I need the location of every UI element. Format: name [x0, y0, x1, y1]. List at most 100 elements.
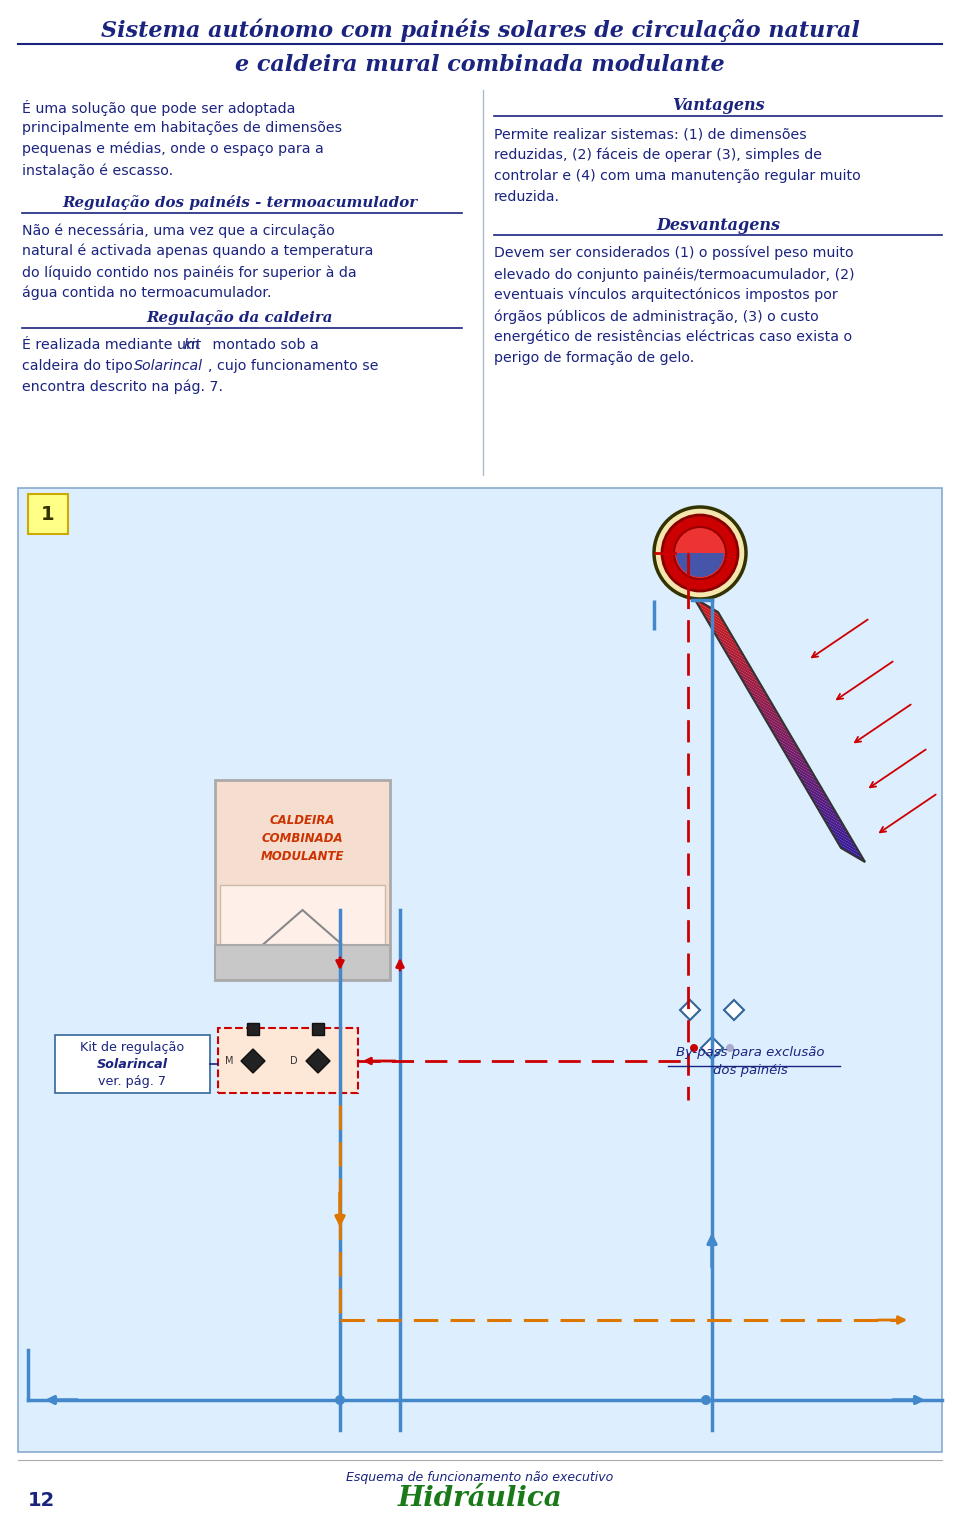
Circle shape: [726, 1044, 734, 1053]
Circle shape: [335, 1394, 345, 1405]
Text: , cujo funcionamento se: , cujo funcionamento se: [208, 358, 378, 374]
FancyBboxPatch shape: [215, 945, 390, 980]
Text: controlar e (4) com uma manutenção regular muito: controlar e (4) com uma manutenção regul…: [494, 169, 861, 182]
Text: Regulação dos painéis - termoacumulador: Regulação dos painéis - termoacumulador: [62, 194, 418, 210]
Text: M: M: [225, 1056, 233, 1066]
Text: Hidráulica: Hidráulica: [397, 1484, 563, 1511]
Polygon shape: [704, 615, 731, 633]
Polygon shape: [723, 649, 750, 667]
Polygon shape: [767, 723, 794, 741]
Polygon shape: [713, 632, 740, 650]
Text: D: D: [290, 1056, 298, 1066]
Text: órgãos públicos de administração, (3) o custo: órgãos públicos de administração, (3) o …: [494, 308, 819, 324]
Text: Sistema autónomo com painéis solares de circulação natural: Sistema autónomo com painéis solares de …: [101, 18, 859, 41]
Text: By-pass para exclusão
dos painéis: By-pass para exclusão dos painéis: [676, 1047, 825, 1077]
FancyBboxPatch shape: [218, 1028, 358, 1094]
Polygon shape: [802, 781, 828, 799]
Polygon shape: [833, 835, 860, 854]
Polygon shape: [828, 826, 855, 846]
Text: ver. pág. 7: ver. pág. 7: [99, 1075, 166, 1089]
Polygon shape: [731, 661, 757, 679]
Polygon shape: [680, 1000, 700, 1019]
Polygon shape: [806, 790, 833, 808]
Polygon shape: [789, 761, 816, 779]
Text: água contida no termoacumulador.: água contida no termoacumulador.: [22, 286, 272, 301]
Text: caldeira do tipo: caldeira do tipo: [22, 358, 137, 374]
Text: Permite realizar sistemas: (1) de dimensões: Permite realizar sistemas: (1) de dimens…: [494, 128, 806, 141]
Polygon shape: [711, 627, 737, 646]
Polygon shape: [778, 740, 804, 758]
FancyBboxPatch shape: [28, 494, 68, 535]
Polygon shape: [733, 665, 759, 684]
Polygon shape: [787, 756, 814, 775]
Polygon shape: [775, 735, 802, 753]
FancyBboxPatch shape: [247, 1022, 259, 1034]
Text: É realizada mediante um: É realizada mediante um: [22, 339, 204, 352]
Text: pequenas e médias, onde o espaço para a: pequenas e médias, onde o espaço para a: [22, 141, 324, 156]
FancyBboxPatch shape: [215, 779, 390, 980]
Polygon shape: [707, 618, 732, 636]
Text: CALDEIRA
COMBINADA
MODULANTE: CALDEIRA COMBINADA MODULANTE: [261, 814, 345, 863]
Polygon shape: [716, 635, 743, 653]
Polygon shape: [306, 1050, 330, 1072]
Polygon shape: [760, 711, 786, 729]
Polygon shape: [794, 769, 821, 787]
Text: Esquema de funcionamento não executivo: Esquema de funcionamento não executivo: [347, 1472, 613, 1484]
Polygon shape: [784, 752, 811, 770]
Polygon shape: [836, 840, 863, 858]
Text: natural é activada apenas quando a temperatura: natural é activada apenas quando a tempe…: [22, 245, 373, 258]
Circle shape: [701, 1394, 711, 1405]
Polygon shape: [699, 606, 726, 624]
Text: Solarincal: Solarincal: [134, 358, 203, 374]
Polygon shape: [721, 644, 748, 662]
Text: e caldeira mural combinada modulante: e caldeira mural combinada modulante: [235, 55, 725, 76]
Circle shape: [662, 515, 738, 591]
Polygon shape: [838, 843, 865, 863]
Text: Desvantagens: Desvantagens: [656, 217, 780, 234]
Text: Regulação da caldeira: Regulação da caldeira: [147, 310, 333, 325]
Text: Devem ser considerados (1) o possível peso muito: Devem ser considerados (1) o possível pe…: [494, 246, 853, 260]
Polygon shape: [756, 702, 781, 720]
Text: principalmente em habitações de dimensões: principalmente em habitações de dimensõe…: [22, 122, 342, 135]
FancyBboxPatch shape: [18, 488, 942, 1452]
Polygon shape: [773, 731, 799, 749]
Polygon shape: [780, 744, 806, 763]
Text: Kit de regulação: Kit de regulação: [81, 1042, 184, 1054]
Polygon shape: [762, 714, 789, 734]
Text: 1: 1: [41, 504, 55, 524]
Polygon shape: [701, 1037, 723, 1059]
Polygon shape: [814, 802, 841, 820]
Polygon shape: [751, 694, 777, 712]
Polygon shape: [800, 778, 826, 796]
Polygon shape: [753, 697, 780, 717]
Polygon shape: [738, 673, 764, 691]
Polygon shape: [708, 623, 735, 641]
Polygon shape: [694, 598, 721, 617]
Polygon shape: [831, 831, 857, 849]
Text: montado sob a: montado sob a: [208, 339, 319, 352]
Polygon shape: [745, 685, 772, 703]
Polygon shape: [702, 611, 728, 629]
Polygon shape: [816, 807, 843, 825]
Text: eventuais vínculos arquitectónicos impostos por: eventuais vínculos arquitectónicos impos…: [494, 289, 838, 302]
Polygon shape: [792, 764, 819, 782]
Polygon shape: [743, 681, 770, 700]
Polygon shape: [782, 747, 808, 766]
Text: reduzida.: reduzida.: [494, 190, 560, 204]
FancyBboxPatch shape: [220, 886, 385, 975]
Polygon shape: [748, 690, 775, 708]
Circle shape: [690, 1044, 698, 1053]
Text: do líquido contido nos painéis for superior à da: do líquido contido nos painéis for super…: [22, 264, 356, 279]
Text: É uma solução que pode ser adoptada: É uma solução que pode ser adoptada: [22, 100, 296, 115]
Polygon shape: [740, 677, 767, 696]
Circle shape: [654, 507, 746, 598]
Text: kit: kit: [184, 339, 202, 352]
Polygon shape: [696, 602, 723, 620]
Text: encontra descrito na pág. 7.: encontra descrito na pág. 7.: [22, 380, 223, 395]
Polygon shape: [797, 773, 824, 791]
Text: Solarincal: Solarincal: [97, 1059, 168, 1071]
Text: instalação é escasso.: instalação é escasso.: [22, 163, 173, 178]
Polygon shape: [822, 814, 848, 832]
Polygon shape: [726, 652, 753, 670]
Polygon shape: [770, 728, 797, 746]
